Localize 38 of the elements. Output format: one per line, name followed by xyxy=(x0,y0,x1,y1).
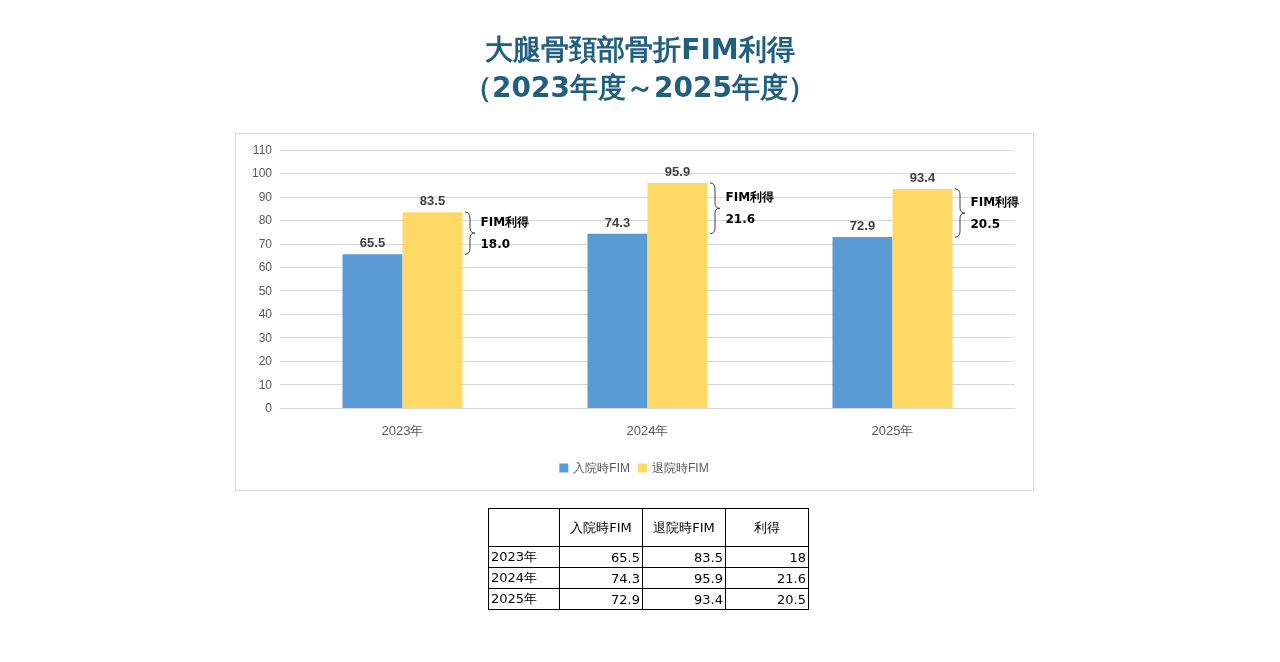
y-tick-label: 20 xyxy=(258,354,273,369)
text: 入院時FIM 退院時FIM 利得 xyxy=(570,519,780,535)
x-tick-label: 2023年 xyxy=(381,423,424,438)
chart-subtitle: （2023年度～2025年度） xyxy=(463,70,817,106)
bar xyxy=(892,188,953,408)
y-tick-label: 10 xyxy=(258,377,273,392)
y-tick-label: 30 xyxy=(258,330,273,345)
annotation: FIM利得 18.0 xyxy=(480,214,530,254)
x-tick-label: 2024年 xyxy=(626,423,669,438)
annotation: FIM利得 21.6 xyxy=(725,189,775,229)
y-tick-label: 60 xyxy=(258,260,273,275)
text: 2023年 65.5 83.5 18 xyxy=(491,549,806,565)
y-tick-label: 110 xyxy=(252,143,273,157)
y-tick-label: 40 xyxy=(258,307,273,322)
data-label: 95.9 xyxy=(664,164,691,180)
data-label: 72.9 xyxy=(849,218,876,234)
x-tick-label: 2025年 xyxy=(871,423,914,438)
data-label: 65.5 xyxy=(359,235,386,251)
data-label: 93.4 xyxy=(909,169,936,185)
y-tick-label: 50 xyxy=(258,283,273,298)
y-tick-label: 80 xyxy=(258,213,273,228)
annotation: FIM利得 20.5 xyxy=(970,193,1020,233)
bar xyxy=(832,237,893,408)
legend-label: 入院時FIM xyxy=(573,461,631,475)
y-tick-label: 70 xyxy=(258,236,273,251)
bar xyxy=(402,212,463,408)
y-tick-label: 0 xyxy=(265,401,273,415)
y-tick-label: 90 xyxy=(258,189,273,204)
bar xyxy=(647,183,708,408)
chart-title: 大腿骨頚部骨折FIM利得 xyxy=(484,32,796,68)
bar xyxy=(342,254,403,408)
data-label: 74.3 xyxy=(604,214,631,230)
legend-label: 退院時FIM xyxy=(652,461,709,475)
bar xyxy=(587,233,648,408)
text: 2025年 72.9 93.4 20.5 xyxy=(491,591,806,607)
text: 2024年 74.3 95.9 21.6 xyxy=(491,570,806,586)
data-label: 83.5 xyxy=(419,193,446,209)
y-tick-label: 100 xyxy=(251,166,273,181)
